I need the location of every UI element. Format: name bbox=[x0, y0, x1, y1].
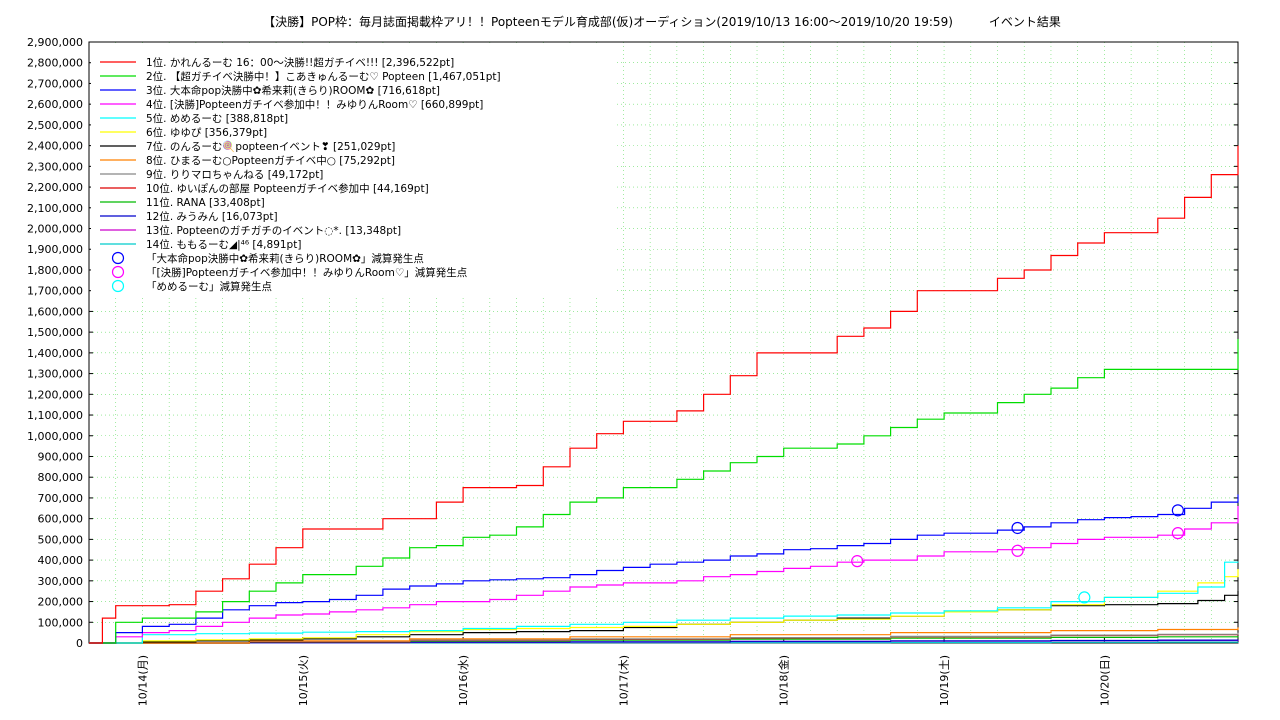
legend-entry: 7位. のんるーむ🍭popteenイベント❣ [251,029pt] bbox=[146, 139, 395, 153]
legend-entry: 8位. ひまるーむ○Popteenガチイベ中○ [75,292pt] bbox=[146, 154, 395, 167]
x-tick-label: 10/20(日) bbox=[1098, 655, 1111, 706]
legend-entry: 12位. みうみん [16,073pt] bbox=[146, 210, 278, 223]
y-tick-label: 200,000 bbox=[38, 596, 84, 609]
series-line bbox=[89, 145, 1239, 644]
marker-point bbox=[1011, 544, 1024, 557]
x-tick-label: 10/15(火) bbox=[297, 655, 310, 706]
y-tick-label: 600,000 bbox=[38, 513, 84, 526]
series-line bbox=[89, 506, 1239, 644]
y-tick-label: 1,900,000 bbox=[27, 243, 83, 256]
x-tick-label: 10/17(木) bbox=[617, 655, 630, 706]
y-tick-label: 1,500,000 bbox=[27, 326, 83, 339]
chart-title: 【決勝】POP枠：毎月誌面掲載枠アリ！！Popteenモデル育成部(仮)オーディ… bbox=[263, 14, 1061, 29]
y-tick-label: 300,000 bbox=[38, 575, 84, 588]
series-lines bbox=[89, 145, 1239, 644]
x-tick-label: 10/14(月) bbox=[136, 655, 149, 706]
x-tick-label: 10/19(土) bbox=[938, 655, 951, 706]
y-tick-label: 1,000,000 bbox=[27, 430, 83, 443]
legend-entry: 11位. RANA [33,408pt] bbox=[146, 196, 265, 209]
legend-entry: 「めめるーむ」減算発生点 bbox=[146, 280, 272, 293]
legend-entry: 4位. [決勝]Popteenガチイベ参加中！！みゆりんRoom♡ [660,8… bbox=[146, 98, 483, 111]
y-tick-label: 1,800,000 bbox=[27, 264, 83, 277]
legend-entry: 9位. りりマロちゃんねる [49,172pt] bbox=[146, 168, 323, 181]
y-tick-label: 2,500,000 bbox=[27, 119, 83, 132]
y-tick-label: 2,200,000 bbox=[27, 181, 83, 194]
legend-entry: 5位. めめるーむ [388,818pt] bbox=[146, 112, 288, 125]
y-tick-label: 2,400,000 bbox=[27, 140, 83, 153]
marker-point bbox=[1078, 591, 1091, 604]
y-tick-label: 0 bbox=[76, 637, 83, 650]
legend-marker-swatch bbox=[111, 265, 125, 279]
series-line bbox=[89, 627, 1239, 644]
legend: 1位. かれんるーむ 16：00〜決勝!!超ガチイベ!!! [2,396,522… bbox=[91, 44, 616, 296]
marker-point bbox=[851, 555, 864, 568]
legend-marker-swatch bbox=[111, 279, 125, 293]
legend-background bbox=[91, 44, 616, 296]
y-tick-label: 1,300,000 bbox=[27, 368, 83, 381]
marker-points bbox=[851, 504, 1184, 604]
legend-entry: 2位. 【超ガチイベ決勝中！】こあきゅんるーむ♡ Popteen [1,467,… bbox=[146, 70, 501, 83]
marker-point bbox=[1171, 504, 1184, 517]
y-tick-label: 1,200,000 bbox=[27, 388, 83, 401]
y-tick-label: 2,700,000 bbox=[27, 77, 83, 90]
y-tick-label: 2,300,000 bbox=[27, 160, 83, 173]
y-tick-label: 1,600,000 bbox=[27, 305, 83, 318]
y-tick-label: 1,700,000 bbox=[27, 285, 83, 298]
legend-entry: 14位. ももるーむ◢|⁴⁶ [4,891pt] bbox=[146, 238, 301, 251]
series-line bbox=[89, 339, 1239, 644]
legend-entry: 1位. かれんるーむ 16：00〜決勝!!超ガチイベ!!! [2,396,522… bbox=[146, 56, 454, 69]
legend-entry: 10位. ゆいぽんの部屋 Popteenガチイベ参加中 [44,169pt] bbox=[146, 182, 429, 195]
legend-entry: 「[決勝]Popteenガチイベ参加中！！みゆりんRoom♡」減算発生点 bbox=[146, 266, 467, 279]
x-tick-label: 10/18(金) bbox=[777, 655, 791, 706]
y-tick-label: 900,000 bbox=[38, 450, 84, 463]
marker-point bbox=[1171, 527, 1184, 540]
y-tick-label: 2,600,000 bbox=[27, 98, 83, 111]
y-tick-label: 400,000 bbox=[38, 554, 84, 567]
y-tick-label: 2,900,000 bbox=[27, 36, 83, 49]
series-line bbox=[89, 561, 1239, 644]
series-line bbox=[89, 494, 1239, 644]
x-tick-label: 10/16(水) bbox=[457, 655, 470, 706]
y-tick-label: 500,000 bbox=[38, 533, 84, 546]
y-tick-label: 1,400,000 bbox=[27, 347, 83, 360]
y-tick-label: 2,100,000 bbox=[27, 202, 83, 215]
legend-entry: 13位. Popteenのガチガチのイベント◌*. [13,348pt] bbox=[146, 224, 401, 237]
legend-entry: 6位. ゆゆぴ [356,379pt] bbox=[146, 126, 267, 139]
y-tick-label: 2,800,000 bbox=[27, 57, 83, 70]
y-tick-label: 100,000 bbox=[38, 616, 84, 629]
y-tick-label: 2,000,000 bbox=[27, 223, 83, 236]
legend-entry: 3位. 大本命pop決勝中✿希来莉(きらり)ROOM✿ [716,618pt] bbox=[146, 84, 440, 97]
y-tick-label: 700,000 bbox=[38, 492, 84, 505]
marker-point bbox=[1011, 521, 1024, 535]
legend-entry: 「大本命pop決勝中✿希来莉(きらり)ROOM✿」減算発生点 bbox=[146, 252, 424, 265]
legend-marker-swatch bbox=[111, 251, 125, 265]
y-tick-label: 1,100,000 bbox=[27, 409, 83, 422]
y-tick-label: 800,000 bbox=[38, 471, 84, 484]
